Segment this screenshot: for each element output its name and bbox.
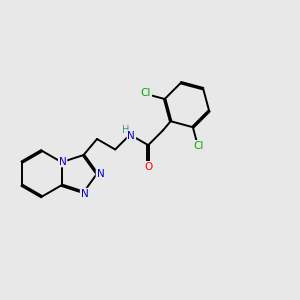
Text: O: O bbox=[144, 162, 152, 172]
Text: N: N bbox=[128, 131, 135, 141]
Text: Cl: Cl bbox=[194, 141, 204, 151]
Text: H: H bbox=[122, 125, 130, 135]
Text: N: N bbox=[59, 157, 67, 166]
Text: N: N bbox=[97, 169, 104, 179]
Text: N: N bbox=[81, 189, 88, 199]
Text: Cl: Cl bbox=[141, 88, 151, 98]
